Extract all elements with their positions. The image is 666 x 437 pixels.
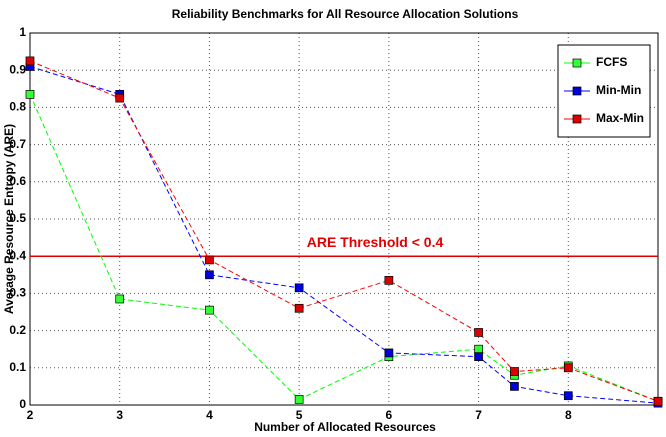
marker [384,348,394,358]
y-tick-label: 1 [19,25,26,39]
marker [205,305,214,315]
y-tick-label: 0.1 [9,360,26,374]
legend-marker [572,86,582,96]
marker [294,395,304,404]
marker [205,270,214,280]
y-tick-label: 0.2 [9,323,26,337]
marker [563,391,573,401]
legend-label: FCFS [596,55,627,69]
legend-marker [572,58,582,68]
x-axis-label: Number of Allocated Resources [254,420,436,434]
legend-marker [572,114,582,124]
marker [25,90,35,99]
y-tick-label: 0.6 [9,174,26,188]
x-tick-label: 3 [116,408,123,422]
legend-label: Min-Min [596,83,641,97]
marker [115,294,125,304]
y-tick-label: 0.7 [9,137,26,151]
y-tick-label: 0.5 [9,211,26,225]
x-tick-label: 5 [296,408,303,422]
marker [474,352,483,361]
legend: FCFS Min-Min Max-Min [557,44,651,138]
marker [294,303,304,313]
y-axis-label: Average Resource Entropy (ARE) [2,124,16,314]
marker [205,255,214,265]
marker [510,382,519,391]
y-tick-label: 0.9 [9,62,26,76]
marker [25,56,35,66]
y-tick-label: 0 [19,397,26,411]
legend-label: Max-Min [596,111,644,125]
x-tick-label: 7 [475,408,482,422]
y-tick-label: 0.8 [9,100,26,114]
plot-frame [29,32,659,406]
marker [510,367,519,376]
marker [384,276,394,285]
y-tick-label: 0.3 [9,286,26,300]
x-tick-label: 4 [206,408,213,422]
marker [563,363,573,373]
x-tick-label: 8 [565,408,572,422]
x-tick-label: 2 [27,408,34,422]
marker [474,344,483,354]
x-tick-label: 6 [386,408,393,422]
y-tick-label: 0.4 [9,248,26,262]
threshold-label: ARE Threshold < 0.4 [307,234,444,250]
marker [474,328,483,337]
chart-title: Reliability Benchmarks for All Resource … [172,7,519,21]
marker [115,93,125,103]
marker [653,396,663,406]
marker [294,283,304,293]
